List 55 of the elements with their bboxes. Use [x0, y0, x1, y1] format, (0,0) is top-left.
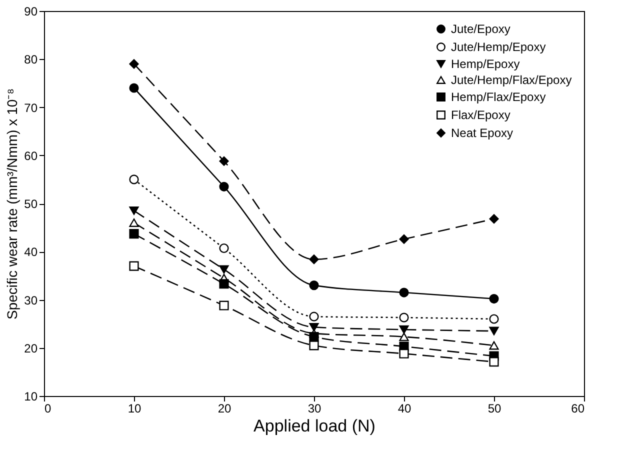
legend-label: Jute/Epoxy — [451, 22, 510, 36]
x-tick-label: 0 — [44, 402, 52, 416]
point — [219, 265, 229, 274]
point — [129, 83, 139, 93]
point — [489, 326, 499, 336]
point — [309, 322, 319, 332]
legend-label: Hemp/Flax/Epoxy — [451, 90, 546, 104]
point — [219, 243, 229, 254]
point — [219, 279, 229, 289]
point — [399, 325, 409, 334]
x-tick-label: 30 — [308, 402, 322, 416]
y-tick-label: 10 — [24, 390, 38, 404]
point — [399, 348, 409, 358]
y-tick-label: 50 — [24, 197, 38, 211]
point — [489, 357, 499, 367]
point — [399, 288, 409, 298]
point — [489, 294, 499, 304]
point — [129, 206, 139, 215]
x-tick-label: 50 — [488, 402, 502, 416]
legend-label: Hemp/Epoxy — [451, 57, 520, 71]
x-axis-title: Applied load (N) — [254, 416, 376, 436]
y-tick-label: 40 — [24, 245, 38, 260]
y-tick-label: 30 — [24, 293, 38, 308]
x-tick-label: 60 — [571, 402, 585, 416]
y-tick-label: 60 — [24, 148, 38, 163]
point — [129, 218, 139, 227]
y-tick-label: 20 — [24, 341, 38, 356]
legend-label: Jute/Hemp/Flax/Epoxy — [451, 73, 572, 87]
point — [129, 229, 139, 239]
point — [129, 174, 139, 184]
point — [489, 341, 499, 350]
point — [489, 314, 499, 324]
point — [219, 156, 229, 166]
legend-label: Flax/Epoxy — [451, 108, 510, 122]
x-tick-label: 20 — [218, 402, 232, 416]
point — [309, 280, 319, 290]
y-tick-label: 90 — [24, 4, 38, 18]
x-tick-label: 40 — [398, 402, 412, 416]
point — [219, 300, 229, 310]
x-tick-label: 10 — [128, 402, 142, 416]
point — [309, 254, 319, 264]
point — [129, 261, 139, 271]
point — [399, 332, 409, 342]
point — [129, 59, 139, 69]
point — [399, 312, 409, 322]
point — [399, 234, 409, 244]
legend-label: Neat Epoxy — [451, 126, 514, 140]
y-tick-label: 70 — [24, 100, 38, 115]
point — [489, 214, 499, 224]
point — [309, 340, 319, 350]
y-tick-label: 80 — [24, 52, 38, 67]
legend-label: Jute/Hemp/Epoxy — [451, 40, 546, 54]
point — [219, 182, 229, 192]
y-axis-title: Specific wear rate (mm³/Nmm) x 10⁻⁸ — [4, 88, 20, 320]
point — [309, 312, 319, 322]
